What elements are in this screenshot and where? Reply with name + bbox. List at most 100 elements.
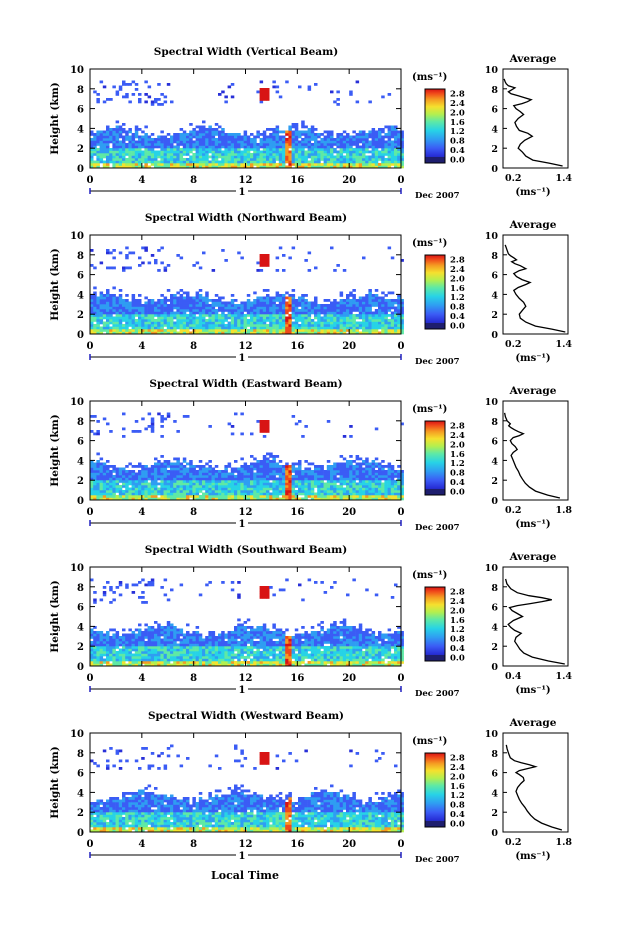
- heatmap-cell: [227, 85, 232, 89]
- heatmap-cell: [259, 254, 264, 257]
- heatmap-cell: [307, 269, 312, 272]
- heatmap-cell: [266, 316, 270, 320]
- heatmap-cell: [275, 143, 280, 146]
- heatmap-cell: [166, 475, 171, 478]
- heatmap-cell: [134, 329, 139, 332]
- heatmap-cell: [141, 643, 145, 647]
- heatmap-cell: [154, 326, 158, 330]
- heatmap-cell: [282, 314, 286, 317]
- heatmap-cell: [269, 160, 273, 164]
- heatmap-cell: [275, 256, 280, 260]
- heatmap-cell: [176, 301, 180, 305]
- heatmap-cell: [317, 153, 321, 156]
- heatmap-cell: [90, 138, 94, 141]
- heatmap-cell: [371, 324, 376, 327]
- heatmap-cell: [394, 135, 398, 139]
- heatmap-cell: [179, 304, 184, 307]
- heatmap-cell: [182, 296, 187, 300]
- heatmap-cell: [112, 485, 116, 488]
- heatmap-cell: [134, 487, 139, 491]
- heatmap-cell: [246, 490, 251, 493]
- heatmap-cell: [128, 329, 132, 332]
- heatmap-cell: [141, 591, 145, 594]
- heatmap-cell: [208, 309, 212, 312]
- heatmap-cell: [240, 155, 244, 159]
- heatmap-cell: [205, 130, 209, 134]
- heatmap-cell: [134, 88, 139, 91]
- heatmap-cell: [291, 301, 296, 305]
- heatmap-cell: [93, 492, 97, 496]
- heatmap-cell: [90, 331, 94, 335]
- heatmap-cell: [390, 306, 395, 310]
- heatmap-cell: [144, 658, 148, 662]
- heatmap-cell: [147, 150, 152, 154]
- y-tick-label: 8: [77, 417, 84, 428]
- heatmap-cell: [339, 160, 344, 164]
- heatmap-cell: [237, 321, 241, 325]
- heatmap-cell: [144, 148, 148, 151]
- heatmap-cell: [106, 266, 110, 270]
- heatmap-cell: [160, 470, 164, 473]
- heatmap-cell: [173, 465, 177, 468]
- heatmap-cell: [349, 311, 353, 315]
- heatmap-cell: [134, 130, 139, 134]
- heatmap-cell: [102, 482, 107, 486]
- heatmap-cell: [93, 138, 97, 141]
- heatmap-cell: [211, 480, 216, 483]
- heatmap-cell: [150, 309, 155, 312]
- heatmap-cell: [253, 301, 257, 305]
- heatmap-cell: [240, 329, 244, 332]
- heatmap-cell: [365, 294, 369, 297]
- heatmap-cell: [131, 324, 136, 327]
- heatmap-cell: [400, 133, 404, 136]
- heatmap-cell: [394, 133, 398, 136]
- heatmap-cell: [138, 492, 142, 496]
- heatmap-cell: [384, 125, 388, 129]
- heatmap-cell: [96, 648, 100, 652]
- heatmap-cell: [141, 314, 145, 317]
- heatmap-cell: [301, 133, 305, 136]
- heatmap-cell: [221, 477, 225, 481]
- heatmap-cell: [237, 497, 241, 501]
- heatmap-cell: [342, 143, 347, 146]
- heatmap-cell: [355, 475, 360, 478]
- heatmap-cell: [118, 331, 123, 335]
- heatmap-cell: [118, 661, 123, 664]
- heatmap-cell: [310, 150, 315, 154]
- heatmap-cell: [390, 150, 395, 154]
- heatmap-cell: [102, 636, 107, 639]
- heatmap-cell: [400, 329, 404, 332]
- heatmap-cell: [205, 467, 209, 471]
- heatmap-cell: [317, 148, 321, 151]
- heatmap-cell: [323, 160, 328, 164]
- heatmap-cell: [336, 311, 340, 315]
- heatmap-cell: [365, 163, 369, 166]
- heatmap-cell: [234, 495, 238, 498]
- heatmap-cell: [205, 291, 209, 295]
- heatmap-cell: [285, 472, 289, 476]
- heatmap-cell: [115, 316, 120, 320]
- heatmap-cell: [163, 150, 168, 154]
- heatmap-cell: [189, 482, 193, 486]
- heatmap-cell: [138, 636, 142, 639]
- heatmap-cell: [275, 85, 280, 89]
- heatmap-cell: [358, 482, 363, 486]
- heatmap-cell: [243, 472, 248, 476]
- heatmap-cell: [288, 465, 292, 468]
- heatmap-cell: [342, 145, 347, 149]
- heatmap-cell: [253, 148, 257, 151]
- heatmap-cell: [227, 465, 232, 468]
- heatmap-cell: [138, 581, 142, 584]
- heatmap-cell: [285, 155, 289, 159]
- heatmap-cell: [93, 485, 97, 488]
- heatmap-cell: [122, 477, 126, 481]
- heatmap-cell: [397, 314, 401, 317]
- heatmap-cell: [118, 638, 123, 642]
- heatmap-cell: [154, 470, 158, 473]
- heatmap-cell: [246, 140, 251, 144]
- heatmap-cell: [355, 457, 360, 461]
- heatmap-cell: [125, 326, 129, 330]
- heatmap-cell: [294, 143, 299, 146]
- heatmap-cell: [358, 457, 363, 461]
- colorbar-tick-label: 0.0: [450, 156, 465, 166]
